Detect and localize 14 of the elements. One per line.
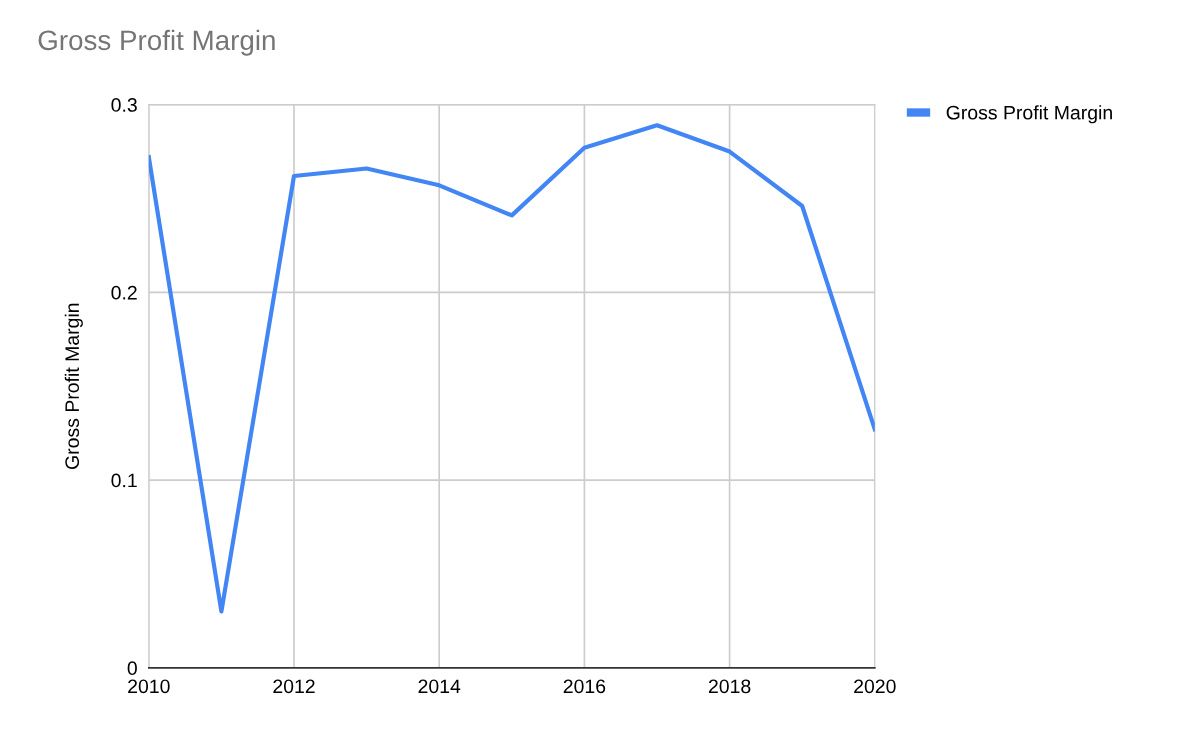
- legend-label: Gross Profit Margin: [946, 105, 1112, 124]
- x-tick-label: 2018: [708, 679, 751, 694]
- y-tick-label: 0.1: [111, 473, 137, 488]
- x-tick-label: 2020: [854, 679, 896, 694]
- y-tick-label: 0: [127, 661, 137, 676]
- x-tick-label: 2014: [418, 679, 461, 694]
- y-axis-title: Gross Profit Margin: [64, 303, 83, 469]
- y-tick-label: 0.2: [111, 285, 137, 300]
- y-tick-label: 0.3: [111, 98, 137, 112]
- x-tick-label: 2016: [563, 679, 606, 694]
- line-series: [148, 123, 875, 614]
- x-tick-label: 2010: [128, 679, 170, 694]
- x-tick-label: 2012: [273, 679, 315, 694]
- chart-title: Gross Profit Margin: [38, 29, 275, 56]
